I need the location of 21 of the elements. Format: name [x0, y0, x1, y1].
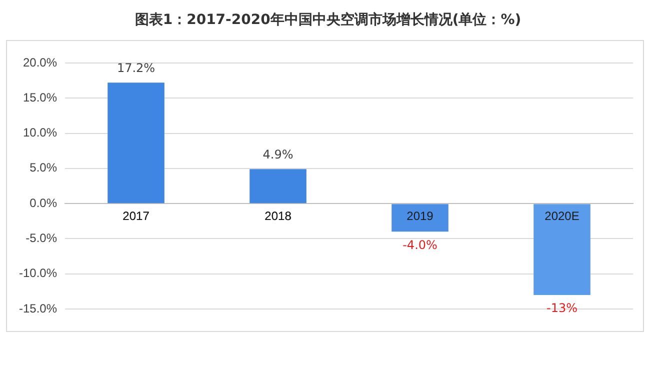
x-tick-label: 2019 [406, 209, 434, 224]
y-tick-label: 5.0% [30, 160, 58, 175]
data-label: 4.9% [262, 147, 294, 162]
y-tick-label: -10.0% [18, 266, 58, 280]
chart-title: 图表1：2017-2020年中国中央空调市场增长情况(单位：%) [134, 10, 522, 30]
x-tick-label: 2018 [264, 209, 292, 224]
data-label: -4.0% [402, 238, 438, 252]
y-tick-label: 20.0% [22, 55, 58, 70]
bar [108, 82, 164, 204]
data-label: 17.2% [116, 60, 156, 75]
y-tick-label: -15.0% [18, 301, 58, 316]
y-tick-label: 10.0% [22, 126, 58, 140]
bar [250, 169, 306, 204]
x-tick-label: 2017 [122, 209, 150, 224]
bar [534, 204, 590, 295]
bar [392, 204, 448, 232]
data-label: -13% [546, 301, 578, 316]
y-tick-label: 0.0% [30, 196, 58, 210]
y-tick-label: 15.0% [22, 90, 58, 104]
x-tick-label: 2020E [544, 209, 580, 224]
y-tick-label: -5.0% [26, 231, 58, 246]
